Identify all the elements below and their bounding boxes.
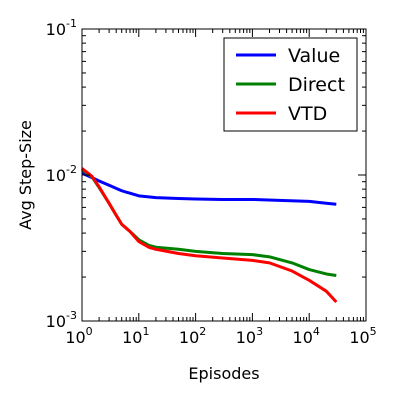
x-tick-label: 103 (236, 325, 263, 347)
y-tick-label-exponent: -2 (66, 163, 77, 176)
y-tick-label: 10-3 (46, 309, 77, 331)
x-tick-label-exponent: 2 (199, 325, 206, 338)
x-tick-label: 101 (122, 325, 149, 347)
x-tick-label-exponent: 4 (313, 325, 320, 338)
x-tick-label: 105 (349, 325, 376, 347)
y-tick-label-base: 10 (46, 312, 66, 331)
series-line-vtd (81, 167, 338, 303)
y-tick-label: 10-2 (46, 163, 77, 185)
x-tick-label-base: 10 (179, 328, 199, 347)
series-line-value (81, 171, 337, 206)
y-tick-label-exponent: -1 (66, 17, 77, 30)
legend-label-direct: Direct (288, 74, 345, 96)
x-tick-label: 100 (65, 325, 92, 347)
x-tick-label: 104 (293, 325, 320, 347)
y-axis-label: Avg Step-Size (16, 120, 35, 230)
x-tick-label: 102 (179, 325, 206, 347)
legend: Value Direct VTD (223, 37, 358, 132)
x-tick-label-base: 10 (122, 328, 142, 347)
x-tick-label-base: 10 (236, 328, 256, 347)
x-tick-label-exponent: 1 (142, 325, 149, 338)
x-tick-label-exponent: 3 (256, 325, 263, 338)
y-tick-label-exponent: -3 (66, 309, 77, 322)
x-axis-label: Episodes (188, 364, 259, 383)
x-tick-label-base: 10 (293, 328, 313, 347)
legend-label-vtd: VTD (288, 103, 327, 125)
y-tick-label-base: 10 (46, 20, 66, 39)
x-tick-label-base: 10 (349, 328, 369, 347)
x-tick-label-base: 10 (65, 328, 85, 347)
y-tick-label-base: 10 (46, 166, 66, 185)
legend-label-value: Value (288, 45, 340, 67)
x-tick-label-exponent: 0 (86, 325, 93, 338)
y-tick-label: 10-1 (46, 17, 77, 39)
x-tick-label-exponent: 5 (370, 325, 377, 338)
